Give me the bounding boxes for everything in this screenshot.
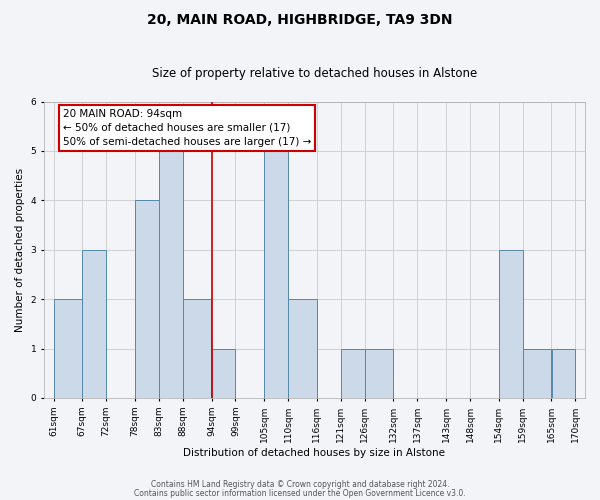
X-axis label: Distribution of detached houses by size in Alstone: Distribution of detached houses by size … [184,448,445,458]
Bar [135,200,158,398]
Bar [265,151,288,398]
Bar [82,250,106,398]
Bar [341,348,365,398]
Bar [159,151,182,398]
Bar [289,299,317,398]
Y-axis label: Number of detached properties: Number of detached properties [15,168,25,332]
Bar [183,299,211,398]
Bar [499,250,523,398]
Text: Contains HM Land Registry data © Crown copyright and database right 2024.: Contains HM Land Registry data © Crown c… [151,480,449,489]
Bar [365,348,393,398]
Text: Contains public sector information licensed under the Open Government Licence v3: Contains public sector information licen… [134,488,466,498]
Text: 20, MAIN ROAD, HIGHBRIDGE, TA9 3DN: 20, MAIN ROAD, HIGHBRIDGE, TA9 3DN [147,12,453,26]
Bar [212,348,235,398]
Bar [523,348,551,398]
Title: Size of property relative to detached houses in Alstone: Size of property relative to detached ho… [152,66,477,80]
Text: 20 MAIN ROAD: 94sqm
← 50% of detached houses are smaller (17)
50% of semi-detach: 20 MAIN ROAD: 94sqm ← 50% of detached ho… [63,109,311,147]
Bar [552,348,575,398]
Bar [54,299,82,398]
